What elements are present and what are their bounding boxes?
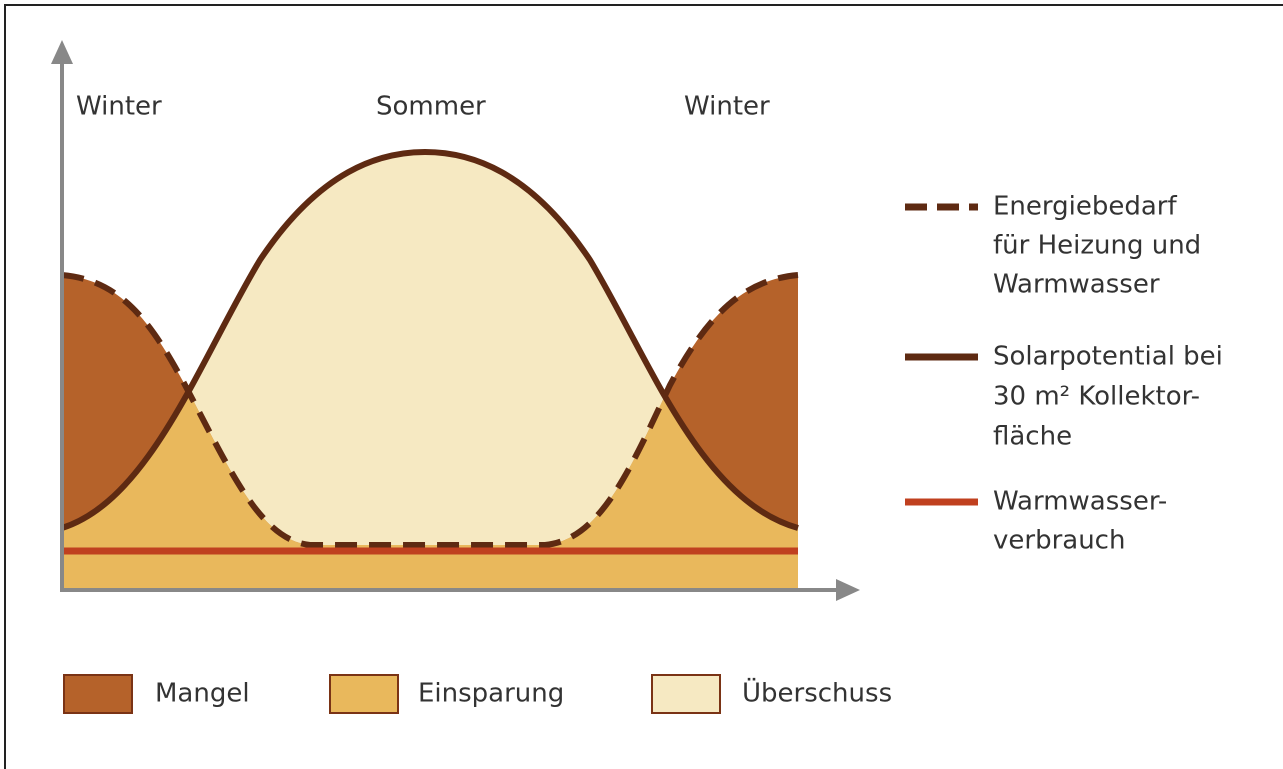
frame [4,4,1283,769]
legend-text: fläche [993,422,1072,452]
solar-curve [61,148,799,531]
season-label: Winter [684,92,770,122]
x-arrow [836,579,860,601]
demand-curve [61,272,799,548]
legend-box [329,674,399,714]
legend-text: Einsparung [418,679,564,709]
legend-box [63,674,133,714]
y-arrow [51,40,73,64]
legend-text: für Heizung und [993,231,1201,261]
legend-text: 30 m² Kollektor- [993,382,1200,412]
legend-text: Warmwasser- [993,487,1167,517]
legend-text: Solarpotential bei [993,342,1223,372]
season-label: Sommer [376,92,486,122]
surplus-area [62,152,798,590]
legend-text: Warmwasser [993,270,1160,300]
legend-text: Energiebedarf [993,192,1177,222]
legend-text: Mangel [155,679,250,709]
season-label: Winter [76,92,162,122]
legend-box [651,674,721,714]
legend-text: Überschuss [742,677,892,709]
savings-base [62,551,798,590]
legend-text: verbrauch [993,526,1125,556]
